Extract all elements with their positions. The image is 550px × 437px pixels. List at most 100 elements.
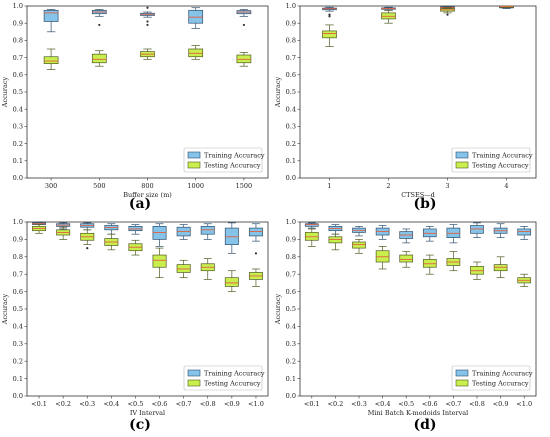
y-axis-label: Accuracy xyxy=(274,293,282,325)
training-box xyxy=(446,224,461,244)
panel-label: (b) xyxy=(413,196,436,212)
y-tick-label: 1.0 xyxy=(286,2,296,10)
outlier-point xyxy=(446,13,449,16)
y-tick-label: 0.4 xyxy=(13,323,23,331)
x-tick-label: 1500 xyxy=(236,182,253,190)
box-iqr xyxy=(152,254,167,268)
testing-box xyxy=(236,52,252,67)
training-box xyxy=(493,223,508,239)
x-tick-label: 800 xyxy=(141,182,153,190)
y-tick-label: 0.6 xyxy=(286,288,296,296)
x-axis-label: Mini Batch K-medoids Interval xyxy=(368,409,468,417)
outlier-point xyxy=(146,6,149,9)
x-tick-label: <0.3 xyxy=(79,400,95,408)
testing-box xyxy=(352,239,366,254)
legend-box xyxy=(183,365,263,391)
y-tick-label: 0.1 xyxy=(13,375,23,383)
legend-box xyxy=(451,147,531,173)
x-tick-label: <0.9 xyxy=(224,400,240,408)
y-tick-label: 0.7 xyxy=(286,270,296,278)
training-box xyxy=(248,223,263,255)
y-tick-label: 0.3 xyxy=(13,340,23,348)
testing-box xyxy=(422,254,437,275)
training-box xyxy=(128,224,143,235)
testing-box xyxy=(56,226,71,240)
y-tick-label: 0.8 xyxy=(286,37,296,45)
testing-box xyxy=(375,246,390,270)
training-box xyxy=(91,9,107,27)
testing-box xyxy=(248,268,263,287)
y-tick-label: 0.0 xyxy=(286,392,296,400)
y-tick-label: 0.1 xyxy=(286,375,296,383)
x-tick-label: <0.8 xyxy=(469,400,485,408)
outlier-point xyxy=(146,23,149,27)
x-tick-label: 300 xyxy=(45,182,57,190)
y-tick-label: 0.4 xyxy=(13,105,23,113)
x-axis-label: IV Interval xyxy=(130,409,165,417)
x-tick-label: <0.7 xyxy=(446,400,462,408)
y-tick-label: 0.4 xyxy=(286,105,296,113)
training-box xyxy=(422,226,437,242)
y-tick-label: 0.5 xyxy=(286,88,296,96)
outlier-point xyxy=(328,13,331,16)
y-tick-label: 0.8 xyxy=(13,253,23,261)
y-tick-label: 0.6 xyxy=(13,288,23,296)
training-box xyxy=(152,223,167,247)
x-tick-label: <0.7 xyxy=(176,400,192,408)
panel-label: (c) xyxy=(129,417,151,433)
training-box xyxy=(399,228,414,244)
y-tick-label: 0.8 xyxy=(286,253,296,261)
y-tick-label: 0.0 xyxy=(13,392,23,400)
training-box xyxy=(328,224,343,235)
outlier-point xyxy=(254,252,258,255)
y-tick-label: 0.3 xyxy=(286,340,296,348)
testing-box xyxy=(446,251,461,272)
testing-box xyxy=(517,273,532,287)
x-tick-label: 4 xyxy=(504,182,508,190)
x-tick-label: 3 xyxy=(445,182,449,190)
testing-box xyxy=(399,251,414,268)
panel-label: (d) xyxy=(413,417,436,433)
training-box xyxy=(304,222,319,229)
x-axis-label: Buffer size (m) xyxy=(123,191,172,199)
y-axis-label: Accuracy xyxy=(1,293,9,325)
training-box xyxy=(188,7,204,29)
y-tick-label: 0.7 xyxy=(13,54,23,62)
x-tick-label: <0.5 xyxy=(398,400,414,408)
panel-label: (a) xyxy=(129,196,151,212)
testing-box xyxy=(381,9,396,24)
testing-box xyxy=(152,247,167,279)
outlier-point xyxy=(328,15,331,18)
x-tick-label: <0.2 xyxy=(328,400,344,408)
testing-box xyxy=(32,224,47,234)
legend-entry: Testing Accuracy xyxy=(204,380,261,388)
testing-box xyxy=(304,228,319,247)
training-box xyxy=(224,222,239,254)
training-box xyxy=(322,6,337,18)
testing-box xyxy=(176,259,191,279)
outlier-point xyxy=(146,20,149,23)
testing-box xyxy=(440,7,455,16)
training-box xyxy=(176,224,191,240)
outlier-point xyxy=(98,23,101,27)
y-tick-label: 0.5 xyxy=(13,305,23,313)
x-tick-label: <0.8 xyxy=(200,400,216,408)
training-box xyxy=(381,6,396,11)
y-tick-label: 0.0 xyxy=(286,174,296,182)
legend-entry: Testing Accuracy xyxy=(472,162,529,170)
legend-swatch xyxy=(455,369,469,377)
y-tick-label: 0.6 xyxy=(286,71,296,79)
training-box xyxy=(352,226,366,237)
training-box xyxy=(104,223,119,235)
testing-box xyxy=(470,261,484,280)
training-box xyxy=(200,223,215,240)
y-tick-label: 0.3 xyxy=(13,123,23,131)
legend-box xyxy=(451,365,531,391)
box-iqr xyxy=(91,53,107,64)
legend-swatch xyxy=(455,151,469,159)
testing-box xyxy=(322,24,337,47)
chart-panel: 0.0 0.1 0.2 0.3 0.4 0.5 0.6 0.7 0.8 0.9 1.0 Accurac… xyxy=(1,218,269,433)
x-tick-label: <0.5 xyxy=(128,400,144,408)
testing-box xyxy=(91,50,107,67)
